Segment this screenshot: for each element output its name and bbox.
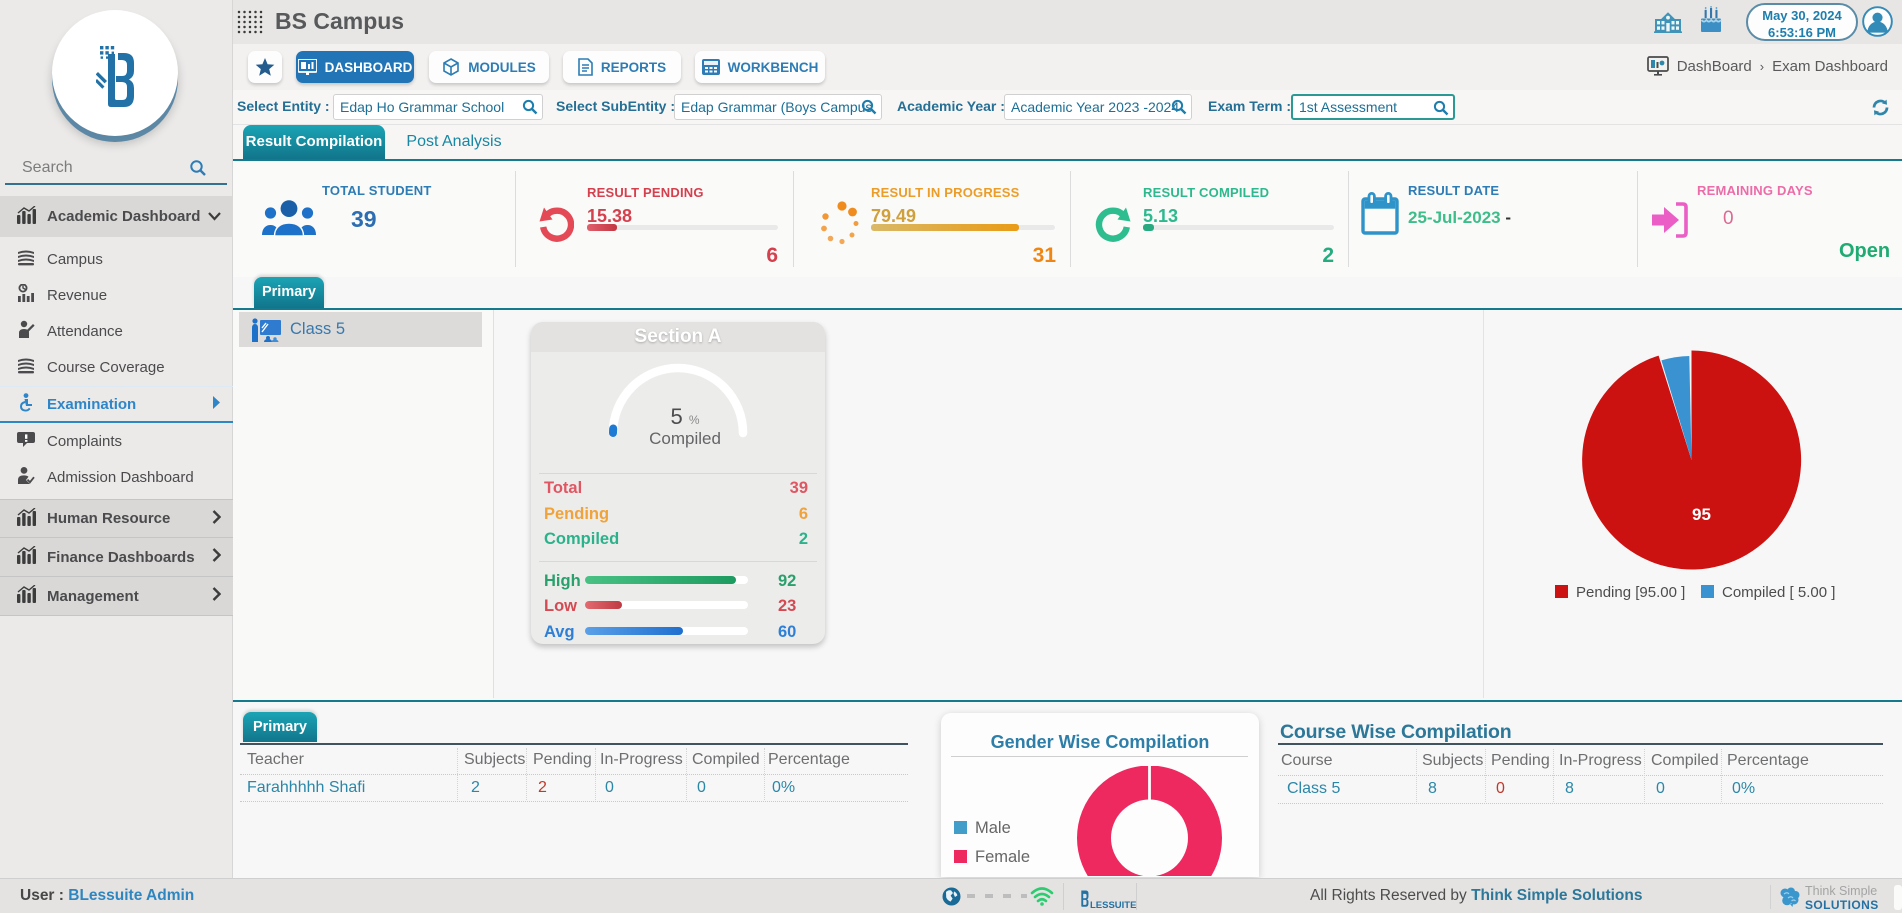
svg-text:Pending [95.00 ]: Pending [95.00 ] — [1576, 584, 1685, 601]
svg-text:95: 95 — [1692, 505, 1711, 524]
svg-text:Compiled [ 5.00 ]: Compiled [ 5.00 ] — [1722, 584, 1835, 601]
